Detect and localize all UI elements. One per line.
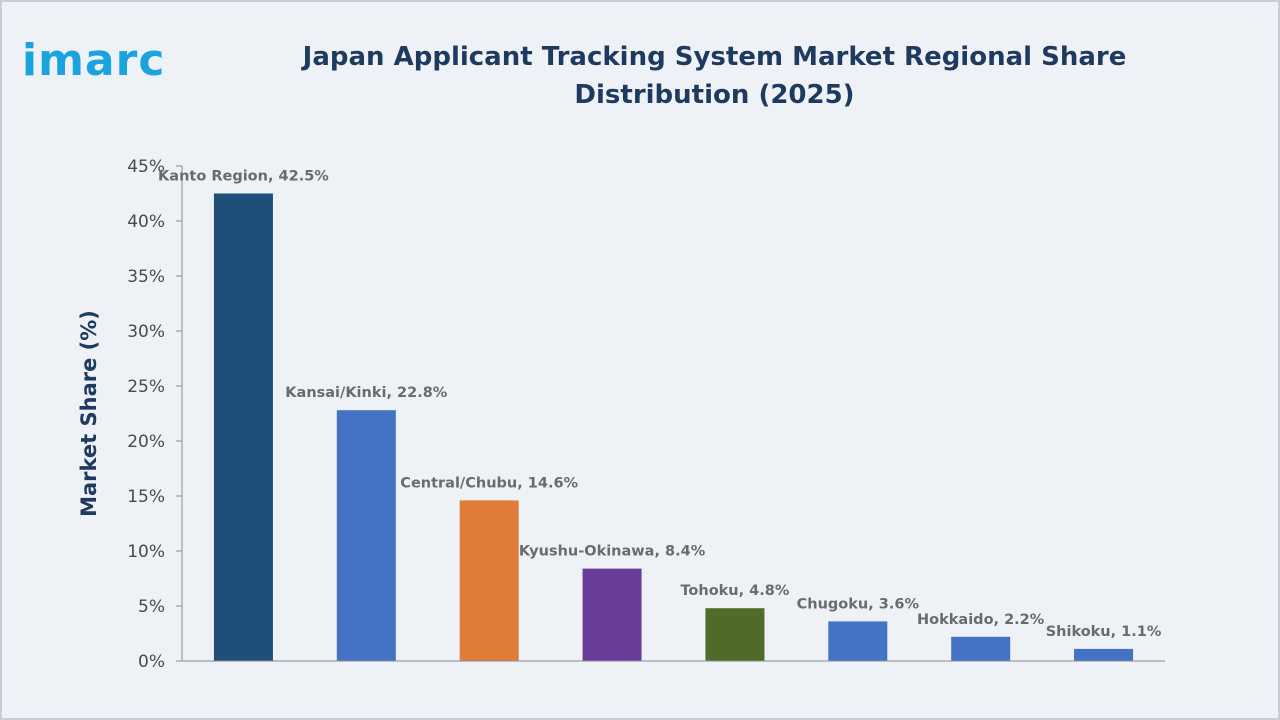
y-tick-label: 35% [127,267,165,287]
y-axis-title: Market Share (%) [77,310,101,517]
bar-central-chubu [459,500,519,661]
y-tick-label: 45% [127,157,165,177]
data-label: Kyushu-Okinawa, 8.4% [519,544,706,560]
imarc-logo: imarc [22,35,165,84]
bar-chugoku [828,621,888,661]
logo-text: imarc [22,35,165,84]
data-label: Central/Chubu, 14.6% [400,475,578,491]
data-label: Kanto Region, 42.5% [158,169,329,185]
bar-kansai-kinki [336,410,396,661]
data-label: Hokkaido, 2.2% [917,612,1045,628]
bar-tohoku [705,608,765,661]
y-tick-label: 0% [138,652,165,672]
y-tick-label: 40% [127,212,165,232]
y-tick-label: 25% [127,377,165,397]
y-tick-label: 15% [127,487,165,507]
data-label: Chugoku, 3.6% [797,596,920,612]
y-tick-label: 30% [127,322,165,342]
data-label: Shikoku, 1.1% [1046,624,1162,640]
bar-kanto-region [213,193,273,661]
bar-hokkaido [951,636,1011,661]
bar-shikoku [1074,648,1134,661]
y-tick-label: 20% [127,432,165,452]
y-tick-label: 5% [138,597,165,617]
chart-title: Japan Applicant Tracking System Market R… [302,42,1127,110]
data-label: Kansai/Kinki, 22.8% [285,385,447,401]
y-tick-label: 10% [127,542,165,562]
bar-kyushu-okinawa [582,568,642,661]
data-label: Tohoku, 4.8% [680,583,789,599]
